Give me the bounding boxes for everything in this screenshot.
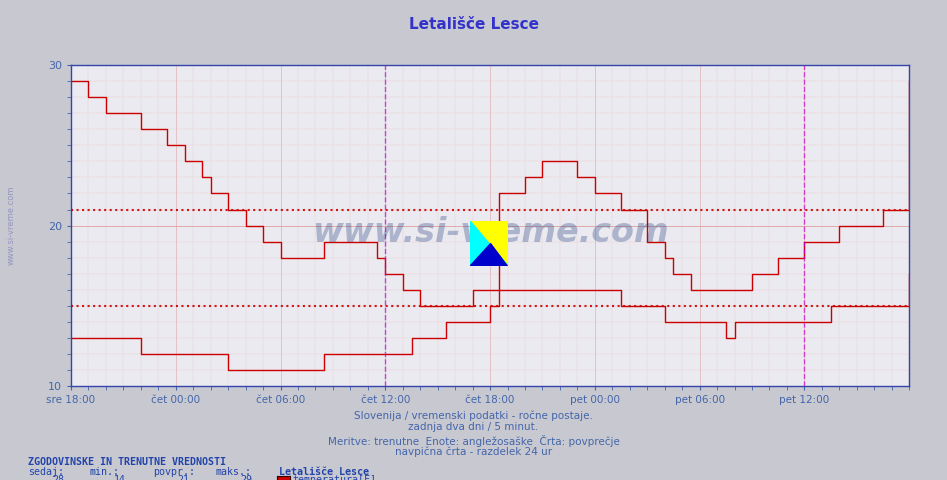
Text: zadnja dva dni / 5 minut.: zadnja dva dni / 5 minut. <box>408 422 539 432</box>
Text: ZGODOVINSKE IN TRENUTNE VREDNOSTI: ZGODOVINSKE IN TRENUTNE VREDNOSTI <box>28 457 226 467</box>
Text: temperatura[F]: temperatura[F] <box>293 475 377 480</box>
Text: www.si-vreme.com: www.si-vreme.com <box>312 216 669 249</box>
Text: Letališče Lesce: Letališče Lesce <box>408 17 539 32</box>
Polygon shape <box>470 243 508 266</box>
Text: maks.:: maks.: <box>216 467 252 477</box>
Text: sedaj:: sedaj: <box>28 467 64 477</box>
Text: 28: 28 <box>52 475 64 480</box>
Text: povpr.:: povpr.: <box>153 467 195 477</box>
Text: www.si-vreme.com: www.si-vreme.com <box>7 186 16 265</box>
Text: 21: 21 <box>177 475 189 480</box>
Text: Letališče Lesce: Letališče Lesce <box>279 467 369 477</box>
Text: 14: 14 <box>114 475 126 480</box>
Text: Slovenija / vremenski podatki - ročne postaje.: Slovenija / vremenski podatki - ročne po… <box>354 410 593 421</box>
Text: Meritve: trenutne  Enote: angležosaške  Črta: povprečje: Meritve: trenutne Enote: angležosaške Čr… <box>328 435 619 447</box>
Text: min.:: min.: <box>90 467 120 477</box>
Text: 29: 29 <box>240 475 252 480</box>
Polygon shape <box>470 221 508 266</box>
Text: navpična črta - razdelek 24 ur: navpična črta - razdelek 24 ur <box>395 447 552 457</box>
